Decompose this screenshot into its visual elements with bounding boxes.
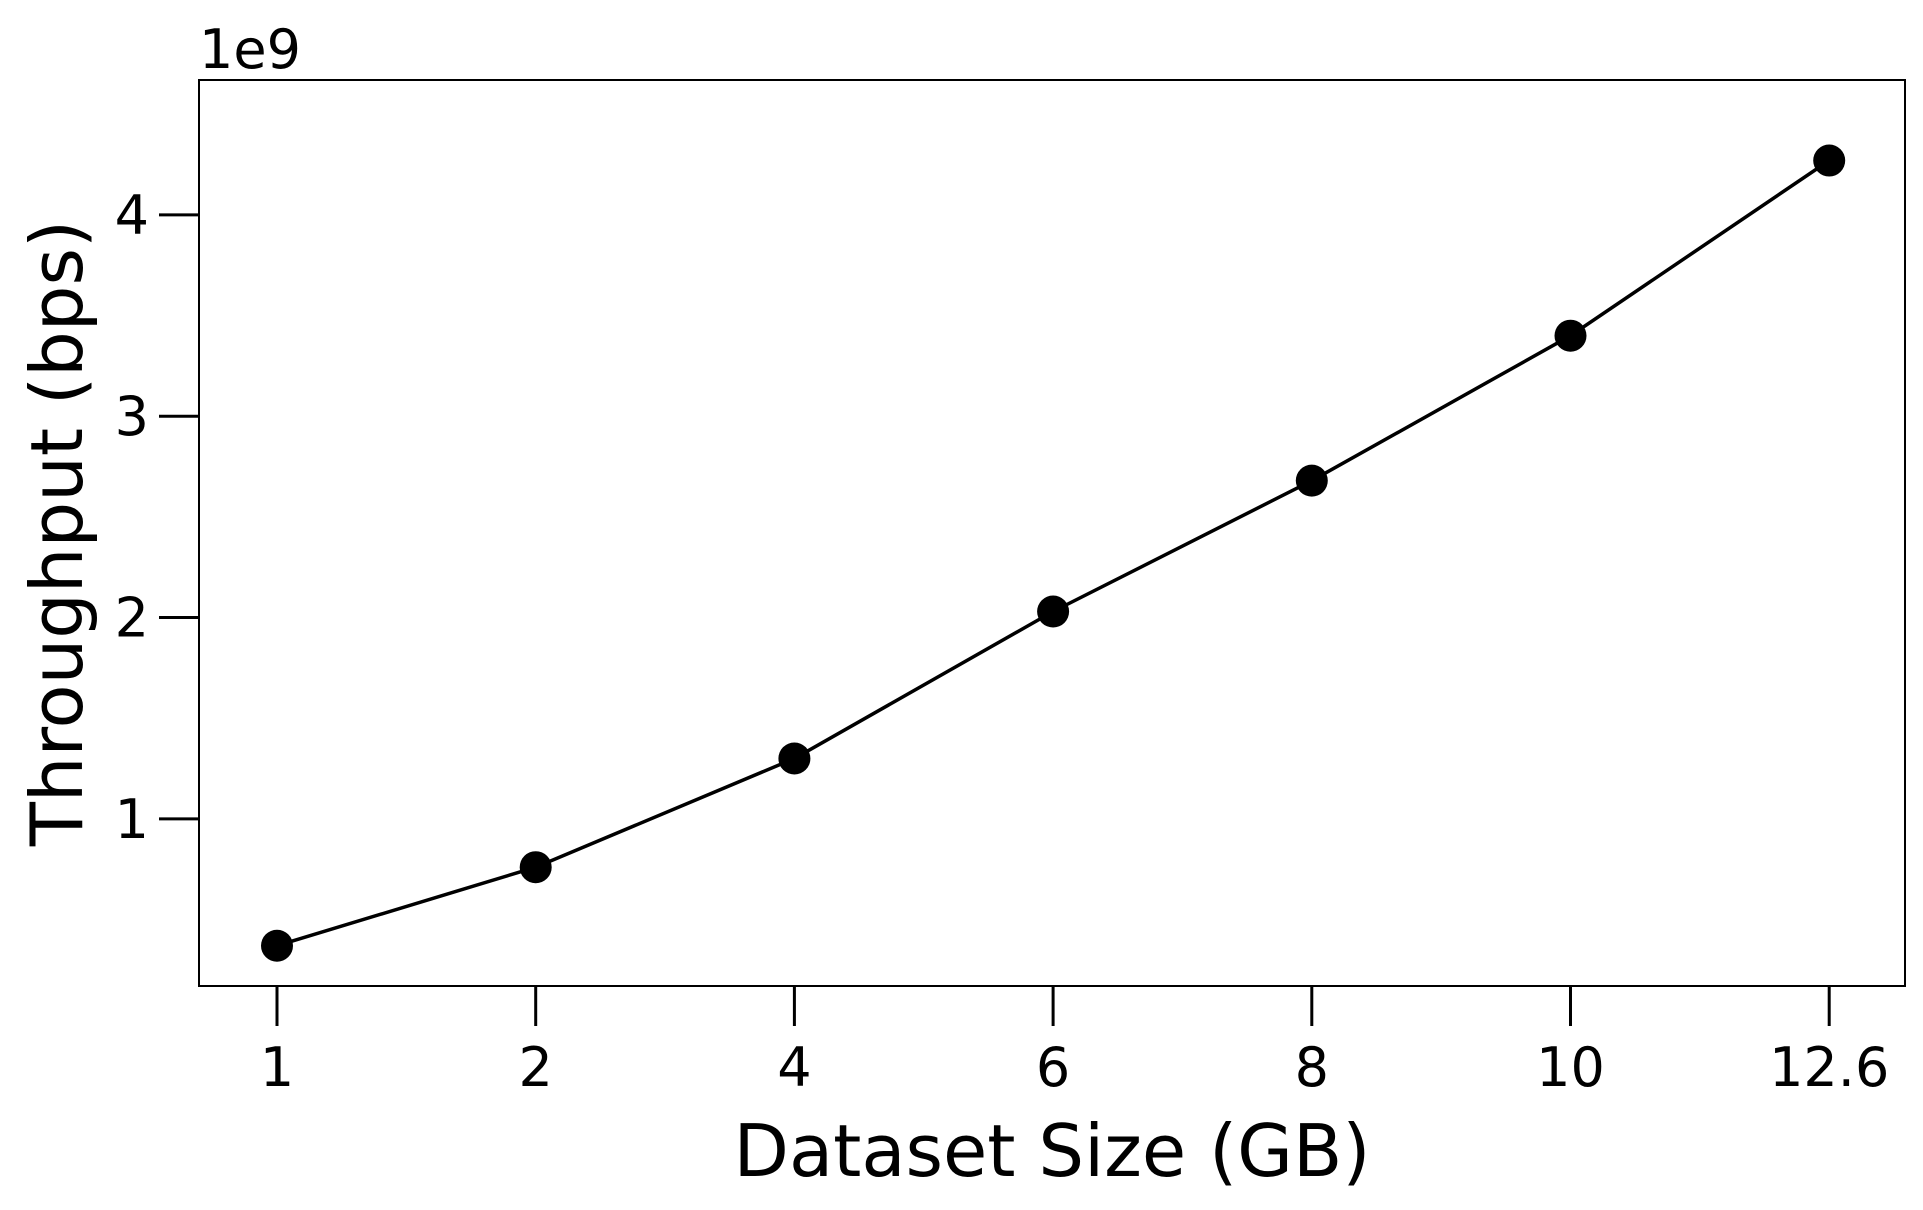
data-point <box>778 742 811 775</box>
y-axis-label: Throughput (bps) <box>15 220 99 847</box>
y-offset-label: 1e9 <box>199 18 301 81</box>
series-line <box>276 159 1831 948</box>
x-tick-label: 12.6 <box>1769 1036 1889 1099</box>
data-point <box>519 851 552 884</box>
y-tick-label: 1 <box>115 788 149 851</box>
data-point <box>261 929 293 962</box>
data-point <box>1813 144 1846 177</box>
x-tick-label: 10 <box>1536 1036 1605 1099</box>
y-tick-label: 4 <box>115 184 149 247</box>
data-point <box>1554 319 1587 352</box>
series-layer <box>261 144 1846 962</box>
x-tick-label: 4 <box>777 1036 811 1099</box>
x-tick-label: 8 <box>1295 1036 1329 1099</box>
x-tick-label: 6 <box>1036 1036 1070 1099</box>
y-tick-label: 3 <box>115 385 149 448</box>
x-tick-label: 2 <box>519 1036 553 1099</box>
plot-frame <box>198 79 1906 987</box>
x-axis-label: Dataset Size (GB) <box>734 1109 1371 1193</box>
x-axis: 1 2 4 6 8 10 12.6 <box>260 986 1889 1099</box>
y-tick-label: 2 <box>115 587 149 650</box>
y-axis: 1 2 3 4 <box>115 184 199 851</box>
data-point <box>1037 595 1070 628</box>
x-tick-label: 1 <box>260 1036 294 1099</box>
data-point <box>1295 464 1328 497</box>
